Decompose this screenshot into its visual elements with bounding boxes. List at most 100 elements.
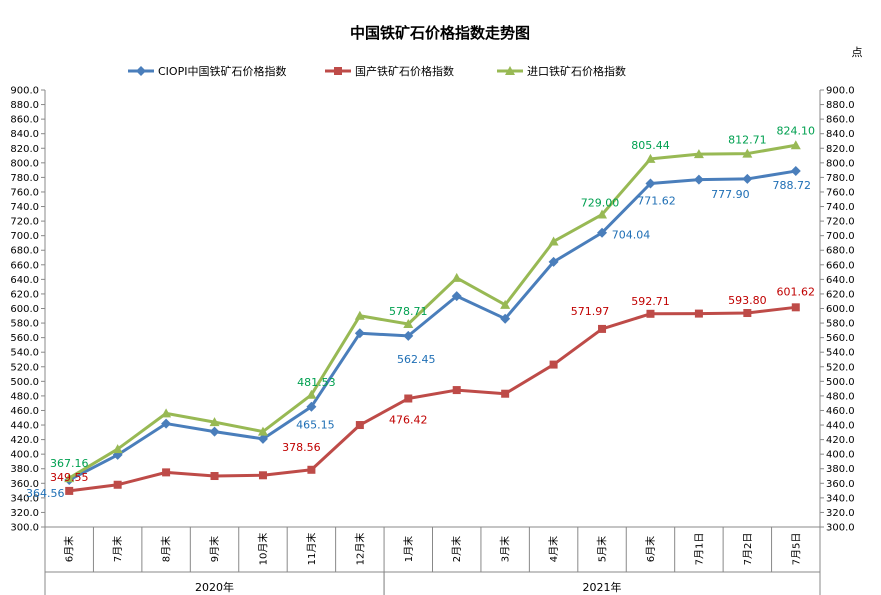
data-label: 592.71: [631, 295, 670, 308]
category-label: 6月末: [63, 536, 76, 562]
triangle-marker: [161, 408, 172, 418]
square-marker: [598, 324, 607, 333]
triangle-marker: [597, 209, 608, 219]
y-tick-label-left: 460.0: [10, 406, 39, 417]
legend: CIOPI中国铁矿石价格指数 国产铁矿石价格指数 进口铁矿石价格指数: [128, 64, 626, 78]
category-label: 7月1日: [693, 533, 705, 566]
y-tick-label-right: 340.0: [826, 493, 855, 504]
y-tick-label-left: 700.0: [10, 231, 39, 242]
square-marker: [307, 465, 316, 474]
diamond-marker: [136, 66, 146, 76]
category-label: 7月2日: [742, 533, 754, 566]
data-label: 788.72: [773, 179, 812, 192]
series-2: [64, 140, 801, 483]
diamond-marker: [790, 166, 801, 177]
y-tick-label-left: 680.0: [10, 246, 39, 257]
y-tick-label-left: 320.0: [10, 508, 39, 519]
triangle-marker: [505, 66, 515, 75]
category-label: 11月末: [305, 533, 318, 566]
legend-label: 进口铁矿石价格指数: [527, 64, 626, 78]
axes: 300.0 300.0 320.0 320.0 340.0 340.0 360.0 360.0…: [10, 86, 855, 595]
triangle-marker: [354, 310, 365, 320]
diamond-marker: [257, 433, 268, 444]
y-tick-label-right: 900.0: [826, 86, 855, 97]
y-tick-label-left: 720.0: [10, 217, 39, 228]
category-label: 9月末: [208, 536, 221, 562]
diamond-marker: [693, 174, 704, 185]
diamond-marker: [597, 227, 608, 238]
data-label: 593.80: [728, 294, 767, 307]
triangle-marker: [548, 236, 559, 246]
square-marker: [162, 468, 171, 477]
y-tick-label-left: 640.0: [10, 275, 39, 286]
data-label: 824.10: [777, 124, 816, 137]
diamond-marker: [451, 291, 462, 302]
y-tick-label-right: 520.0: [826, 362, 855, 373]
y-tick-label-right: 880.0: [826, 100, 855, 111]
square-marker: [501, 389, 510, 398]
data-label: 704.04: [612, 229, 651, 242]
y-tick-label-right: 700.0: [826, 231, 855, 242]
data-label: 812.71: [728, 134, 767, 147]
y-tick-label-right: 640.0: [826, 275, 855, 286]
category-label: 8月末: [160, 536, 173, 562]
y-tick-label-right: 300.0: [826, 523, 855, 534]
y-tick-label-left: 340.0: [10, 493, 39, 504]
square-marker: [355, 421, 364, 430]
y-tick-label-right: 460.0: [826, 406, 855, 417]
triangle-marker: [403, 319, 414, 329]
diamond-marker: [645, 178, 656, 189]
y-tick-label-left: 760.0: [10, 187, 39, 198]
category-label: 12月末: [353, 533, 366, 566]
triangle-marker: [500, 299, 511, 309]
y-tick-label-right: 440.0: [826, 421, 855, 432]
y-tick-label-right: 620.0: [826, 289, 855, 300]
y-tick-label-right: 780.0: [826, 173, 855, 184]
y-tick-label-left: 740.0: [10, 202, 39, 213]
y-tick-label-left: 580.0: [10, 319, 39, 330]
category-label: 6月末: [644, 536, 657, 562]
data-label: 601.62: [777, 285, 816, 298]
y-tick-label-right: 420.0: [826, 435, 855, 446]
square-marker: [404, 394, 413, 403]
y-tick-label-left: 880.0: [10, 100, 39, 111]
y-tick-label-left: 660.0: [10, 260, 39, 271]
y-tick-label-right: 320.0: [826, 508, 855, 519]
y-tick-label-left: 480.0: [10, 391, 39, 402]
plot-area: 364.56 465.15 562.45 704.04 771.62 777.90 788.…: [26, 124, 815, 500]
y-tick-label-left: 520.0: [10, 362, 39, 373]
square-marker: [65, 486, 74, 495]
y-tick-label-left: 820.0: [10, 144, 39, 155]
diamond-marker: [500, 313, 511, 324]
y-tick-label-left: 780.0: [10, 173, 39, 184]
y-tick-label-left: 800.0: [10, 158, 39, 169]
square-marker: [549, 360, 558, 369]
y-tick-label-left: 400.0: [10, 450, 39, 461]
series-line: [69, 305, 796, 493]
y-tick-label-right: 860.0: [826, 115, 855, 126]
square-marker: [694, 309, 703, 318]
square-marker: [258, 471, 267, 480]
triangle-marker: [209, 417, 220, 427]
triangle-marker: [112, 444, 123, 454]
y-tick-label-right: 820.0: [826, 144, 855, 155]
diamond-marker: [209, 426, 220, 437]
y-tick-label-right: 540.0: [826, 348, 855, 359]
y-tick-label-left: 420.0: [10, 435, 39, 446]
data-label: 571.97: [571, 305, 610, 318]
chart-title: 中国铁矿石价格指数走势图: [350, 24, 530, 42]
y-tick-label-right: 580.0: [826, 319, 855, 330]
y-tick-label-left: 360.0: [10, 479, 39, 490]
triangle-marker: [790, 140, 801, 150]
data-label: 805.44: [631, 139, 670, 152]
category-label: 1月末: [402, 536, 415, 562]
y-tick-label-right: 480.0: [826, 391, 855, 402]
data-label: 465.15: [296, 419, 335, 432]
y-tick-label-left: 900.0: [10, 86, 39, 97]
category-label: 4月末: [547, 536, 560, 562]
triangle-marker: [64, 473, 75, 483]
data-label: 364.56: [26, 487, 65, 500]
data-label: 771.62: [637, 195, 676, 208]
square-marker: [646, 309, 655, 318]
y-tick-label-left: 620.0: [10, 289, 39, 300]
